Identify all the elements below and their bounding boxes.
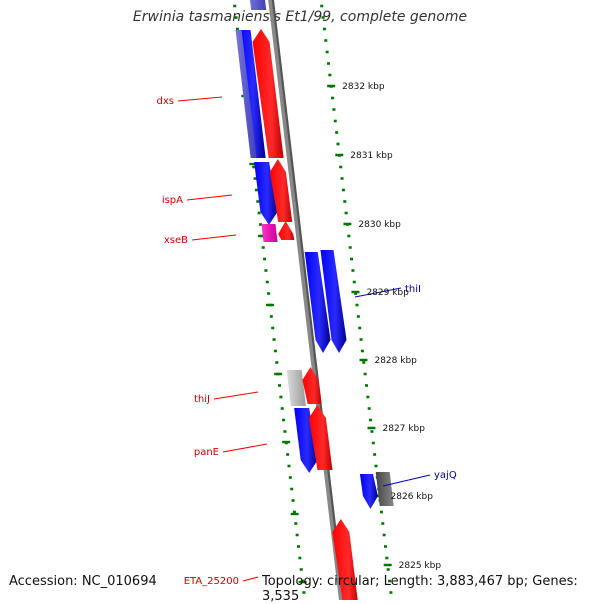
gene-leader-line [222, 443, 268, 453]
gene-leader-line [213, 391, 259, 400]
backbone-shadow [269, 0, 345, 600]
gene-leader-line [191, 234, 237, 241]
gene-thiI-reverse-b [320, 250, 347, 353]
gene-thiI-reverse-a [304, 252, 331, 353]
scale-label: 2825 kbp [399, 561, 442, 571]
gene-xseB-misc [261, 224, 278, 242]
gene-leader-line [242, 576, 259, 582]
scale-label: 2829 kbp [366, 288, 409, 298]
gene-dxs-reverse-lightblue [235, 30, 257, 158]
gene-yajQ-other [375, 472, 394, 506]
gene-panE-forward [308, 405, 333, 470]
accession-text: Accession: NC_010694 [9, 574, 157, 589]
gene-leader-line [354, 287, 402, 298]
gene-thiJ-other [286, 370, 306, 406]
gene-xseB-forward [278, 221, 295, 240]
scale-label: 2831 kbp [350, 151, 393, 161]
gene-label: yajQ [434, 470, 457, 481]
scale-label: 2832 kbp [342, 82, 385, 92]
gene-leader-line [186, 194, 233, 201]
gene-dxs-forward [252, 29, 284, 158]
gene-label: ispA [162, 195, 183, 206]
scale-label: 2830 kbp [358, 220, 401, 230]
gene-leader-line [382, 474, 431, 487]
backbone [268, 0, 343, 600]
scale-label: 2827 kbp [383, 424, 426, 434]
gene-label: thiJ [194, 394, 210, 405]
map-title: Erwinia tasmaniensis Et1/99, complete ge… [132, 9, 468, 25]
gene-label: xseB [164, 235, 188, 246]
gene-ETA25200-forward [332, 519, 358, 600]
gene-label: dxs [157, 96, 174, 107]
gene-label: thiI [405, 284, 421, 295]
gene-top-lightblue [249, 0, 267, 10]
gene-leader-line [177, 96, 223, 102]
scale-label: 2828 kbp [374, 356, 417, 366]
scale-label: 2826 kbp [391, 492, 434, 502]
gene-yajQ-reverse [359, 474, 378, 509]
gene-label: ETA_25200 [184, 576, 239, 587]
gene-label: panE [194, 447, 219, 458]
gene-ispA-forward [269, 159, 293, 222]
gene-thiJ-forward [302, 367, 322, 404]
